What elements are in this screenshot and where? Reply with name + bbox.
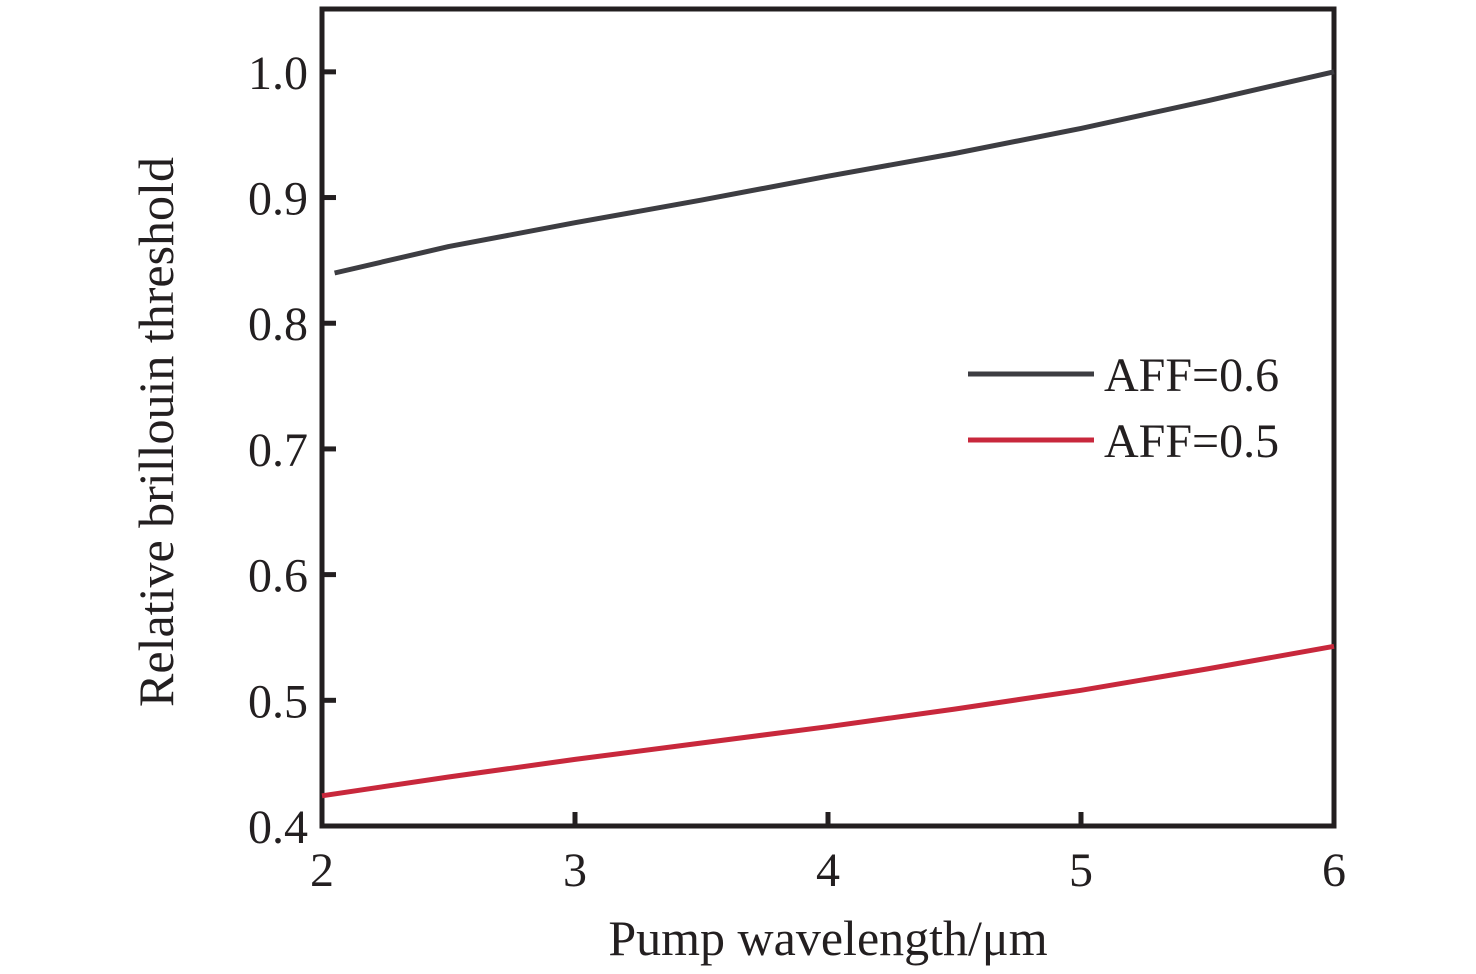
x-tick-label: 3 — [563, 844, 587, 897]
tick-label-layer: 2 3 4 5 6 0.4 0.5 0.6 0.7 0.8 0.9 1.0 — [248, 47, 1346, 897]
x-tick-label: 6 — [1322, 844, 1346, 897]
y-tick-label: 1.0 — [248, 47, 308, 100]
series-line-1 — [321, 643, 1335, 799]
series-layer — [321, 69, 1335, 799]
legend-label-aff-0-6: AFF=0.6 — [1104, 349, 1279, 402]
x-tick-label: 4 — [816, 844, 840, 897]
tick-layer — [319, 69, 1337, 829]
series-line-0 — [334, 69, 1335, 276]
x-tick-label: 2 — [310, 844, 334, 897]
y-tick-label: 0.8 — [248, 298, 308, 351]
x-tick-label: 5 — [1069, 844, 1093, 897]
y-tick-label: 0.7 — [248, 424, 308, 477]
y-tick-label: 0.6 — [248, 550, 308, 603]
y-axis-title: Relative brillouin threshold — [128, 157, 184, 707]
x-axis-title: Pump wavelength/μm — [608, 910, 1047, 966]
y-tick-label: 0.4 — [248, 801, 308, 854]
y-tick-label: 0.5 — [248, 675, 308, 728]
y-tick-label: 0.9 — [248, 173, 308, 226]
legend-label-aff-0-5: AFF=0.5 — [1104, 415, 1279, 468]
legend: AFF=0.6 AFF=0.5 — [968, 349, 1279, 468]
